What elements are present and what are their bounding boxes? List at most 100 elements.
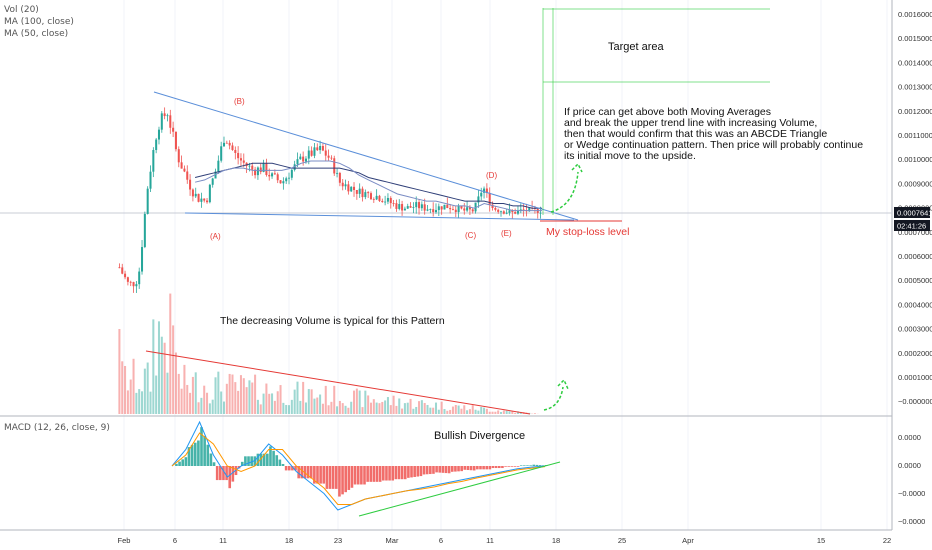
- volume-bar: [189, 392, 192, 414]
- legend-macd[interactable]: MACD (12, 26, close, 9): [4, 423, 110, 433]
- macd-histogram-bar: [200, 427, 203, 466]
- candle-body: [118, 267, 121, 269]
- candle-body: [220, 146, 223, 161]
- volume-bars: [118, 293, 539, 414]
- volume-bar: [412, 408, 415, 414]
- macd-histogram-bar: [382, 466, 385, 481]
- volume-bar: [321, 403, 324, 414]
- candle-body: [290, 169, 293, 178]
- macd-histogram-bar: [212, 462, 216, 466]
- candle-body: [141, 247, 144, 272]
- macd-histogram-bar: [532, 464, 536, 466]
- time-tick-label: 18: [552, 536, 560, 545]
- price-tick-label: 0.0006000: [898, 252, 932, 261]
- macd-axis[interactable]: 0.0000 0.0000 −0.0000 −0.0000: [898, 433, 925, 526]
- main-legend: Vol (20) MA (100, close) MA (50, close): [4, 4, 74, 40]
- volume-bar: [129, 379, 132, 414]
- volume-bar: [451, 406, 454, 414]
- candle-body: [497, 209, 500, 212]
- volume-bar: [231, 374, 234, 414]
- candle-body: [347, 184, 350, 192]
- candle-body: [166, 115, 169, 117]
- macd-histogram-bar: [457, 466, 460, 472]
- candle-body: [443, 204, 446, 210]
- candle-body: [324, 150, 327, 156]
- volume-bar: [514, 412, 517, 414]
- time-axis[interactable]: Feb 6 11 18 23 Mar 6 11 18 25 Apr 15 22: [118, 536, 892, 545]
- vertical-gridlines: [123, 0, 888, 530]
- candle-body: [143, 213, 146, 248]
- legend-ma50[interactable]: MA (50, close): [4, 29, 69, 39]
- macd-histogram-bar: [438, 466, 442, 473]
- volume-bar: [163, 342, 166, 414]
- macd-histogram-bar: [347, 466, 351, 490]
- macd-histogram-bar: [219, 466, 222, 481]
- volume-bar: [398, 398, 401, 414]
- macd-histogram-bar: [303, 466, 307, 479]
- candle-body: [169, 115, 172, 128]
- price-tick-label: 0.0007000: [898, 228, 932, 237]
- price-tick-label: 0.0013000: [898, 83, 932, 92]
- macd-histogram-bar: [344, 466, 347, 493]
- candle-body: [508, 210, 511, 213]
- macd-histogram-bar: [228, 466, 232, 489]
- candle-body: [432, 209, 435, 213]
- macd-histogram-bar: [287, 466, 291, 471]
- macd-histogram-bar: [353, 466, 357, 485]
- candle-body: [338, 172, 341, 183]
- candle-body: [194, 193, 197, 197]
- price-tick-label: 0.0002000: [898, 349, 932, 358]
- macd-histogram-bar: [272, 450, 275, 466]
- macd-histogram-bar: [510, 466, 514, 467]
- candle-body: [539, 212, 542, 214]
- macd-histogram-bar: [275, 455, 279, 466]
- volume-bar: [239, 375, 242, 414]
- volume-bar: [516, 411, 519, 414]
- wave-label-c: (C): [465, 231, 476, 240]
- macd-histogram-bar: [341, 466, 344, 495]
- macd-histogram-bar: [222, 466, 225, 481]
- volume-bar: [217, 371, 220, 414]
- time-tick-label: 11: [486, 536, 494, 545]
- macd-histogram-bar: [209, 453, 213, 466]
- candle-body: [152, 150, 155, 172]
- macd-histogram-bar: [215, 466, 219, 481]
- candle-body: [316, 147, 319, 151]
- volume-bar: [389, 405, 392, 414]
- legend-ma100[interactable]: MA (100, close): [4, 17, 74, 27]
- volume-bar: [234, 382, 237, 414]
- legend-volume[interactable]: Vol (20): [4, 5, 39, 15]
- macd-histogram-bar: [523, 465, 526, 466]
- volume-bar: [429, 407, 432, 414]
- candle-body: [423, 204, 426, 211]
- volume-bar: [372, 399, 375, 414]
- macd-histogram-bar: [494, 466, 498, 469]
- volume-bar: [245, 387, 248, 414]
- macd-histogram-bar: [244, 456, 247, 466]
- macd-histogram-bar: [375, 466, 379, 482]
- explanation-text: If price can get above both Moving Avera…: [564, 106, 866, 162]
- volume-bar: [511, 411, 514, 414]
- candle-body: [440, 206, 443, 210]
- wave-label-a: (A): [210, 232, 221, 241]
- time-tick-label: 18: [285, 536, 293, 545]
- macd-histogram-bar: [322, 466, 326, 484]
- volume-bar: [265, 383, 268, 414]
- macd-histogram-bar: [526, 465, 529, 466]
- volume-bar: [118, 329, 121, 414]
- volume-bar: [197, 402, 200, 414]
- volume-bar: [353, 390, 356, 414]
- macd-histogram-bar: [407, 466, 410, 478]
- macd-histogram-bar: [400, 466, 404, 480]
- candle-body: [395, 203, 398, 209]
- macd-histogram-bar: [360, 466, 363, 485]
- last-price-tag: [894, 207, 930, 218]
- macd-histogram-bar: [181, 459, 185, 466]
- candle-body: [174, 131, 177, 150]
- macd-histogram-bar: [491, 466, 495, 469]
- price-axis[interactable]: 0.0016000 0.0015000 0.0014000 0.0013000 0.00…: [898, 10, 932, 406]
- macd-legend[interactable]: MACD (12, 26, close, 9): [4, 422, 110, 434]
- macd-tick-label: 0.0000: [898, 461, 921, 470]
- time-tick-label: Apr: [682, 536, 694, 545]
